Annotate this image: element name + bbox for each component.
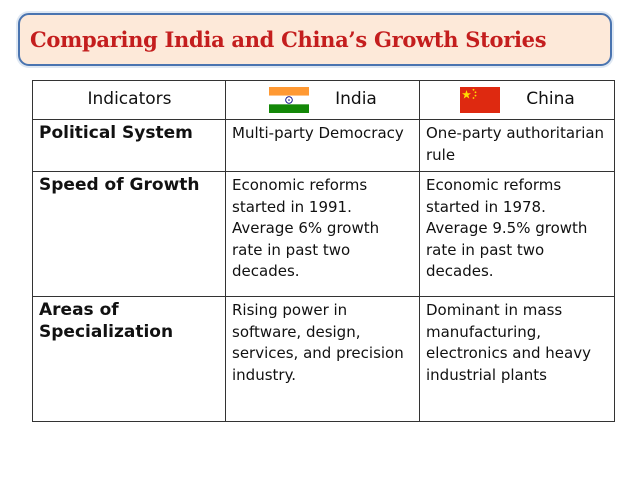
- china-flag-icon: [460, 87, 501, 113]
- header-indicators-label: Indicators: [87, 89, 172, 110]
- table-header-row: Indicators India: [32, 80, 615, 120]
- table-row: Areas of Specialization Rising power in …: [32, 296, 615, 422]
- row-label: Political System: [32, 119, 226, 172]
- india-cell: Rising power in software, design, servic…: [225, 296, 420, 422]
- table-row: Political System Multi-party Democracy O…: [32, 119, 615, 172]
- title-banner: Comparing India and China’s Growth Stori…: [18, 13, 612, 66]
- table-row: Speed of Growth Economic reforms started…: [32, 171, 615, 297]
- row-label: Speed of Growth: [32, 171, 226, 297]
- row-label: Areas of Specialization: [32, 296, 226, 422]
- china-cell: One-party authoritarian rule: [419, 119, 615, 172]
- header-cell-indicators: Indicators: [32, 80, 226, 120]
- header-china-label: China: [526, 89, 575, 110]
- china-cell: Economic reforms started in 1978. Averag…: [419, 171, 615, 297]
- header-cell-china: China: [419, 80, 615, 120]
- china-cell: Dominant in mass manufacturing, electron…: [419, 296, 615, 422]
- page-title: Comparing India and China’s Growth Stori…: [30, 27, 547, 52]
- header-cell-india: India: [225, 80, 420, 120]
- comparison-table: Indicators India: [32, 80, 615, 422]
- header-india-label: India: [335, 89, 377, 110]
- india-cell: Multi-party Democracy: [225, 119, 420, 172]
- india-cell: Economic reforms started in 1991. Averag…: [225, 171, 420, 297]
- india-flag-icon: [269, 87, 310, 113]
